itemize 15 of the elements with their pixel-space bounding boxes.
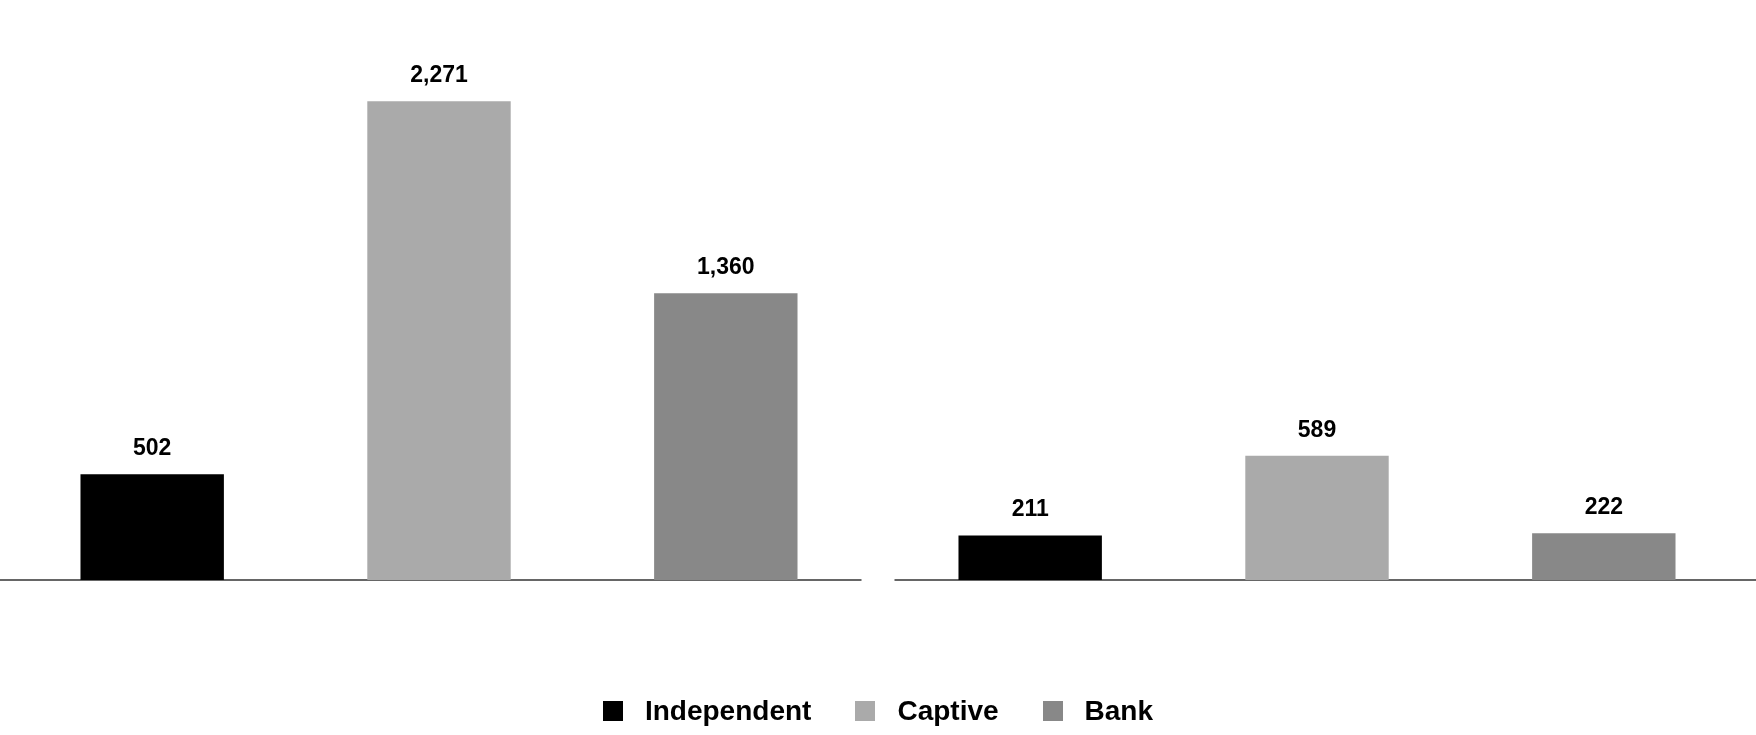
legend-label: Independent: [644, 695, 812, 727]
bar: [80, 474, 224, 580]
data-label: 211: [1011, 495, 1049, 522]
legend-label: Captive: [897, 695, 999, 727]
data-label: 502: [133, 434, 172, 461]
legend-label: Bank: [1084, 695, 1154, 727]
bar: [1245, 455, 1389, 580]
data-label: 2,271: [410, 61, 468, 88]
data-label: 222: [1584, 493, 1623, 520]
data-label: 1,360: [697, 253, 755, 280]
bar: [367, 101, 511, 580]
bar: [958, 535, 1102, 580]
bar: [1532, 533, 1676, 580]
bar: [654, 293, 798, 580]
data-label: 589: [1297, 415, 1337, 442]
